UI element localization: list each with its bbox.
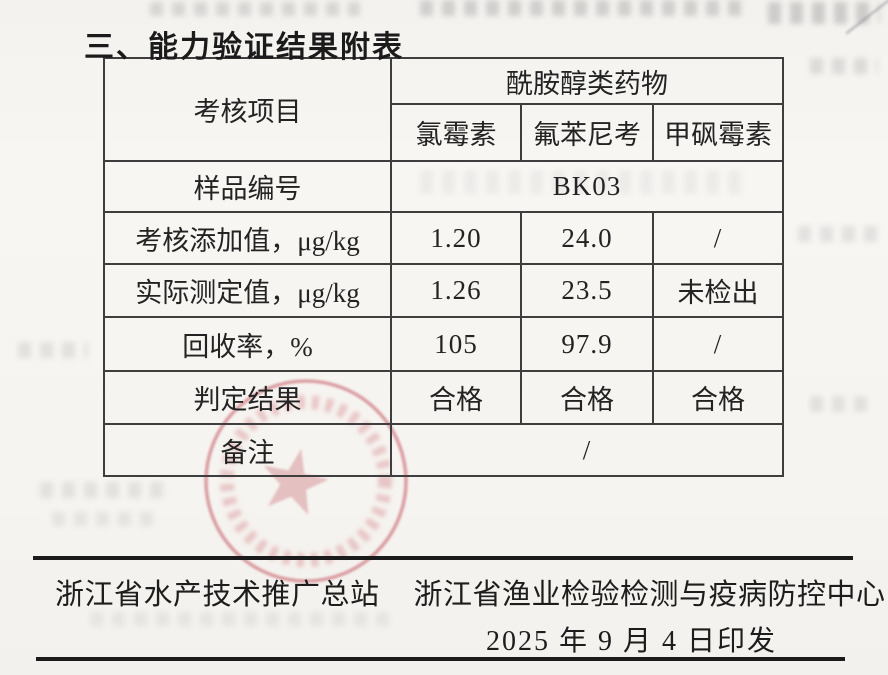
page-title: 三、能力验证结果附表 [84,31,404,64]
org-name-right: 浙江省渔业检验检测与疫病防控中心 [413,579,886,611]
bleed-through-smudge [798,226,880,242]
row-label-judgement: 判定结果 [103,370,392,425]
judgement-cell: 合格 [390,370,522,425]
drug-group-header-cell: 酰胺醇类药物 [389,57,785,105]
row-label-measured-value: 实际测定值，μg/kg [103,263,392,318]
row-label-sample-number: 样品编号 [103,160,392,213]
measured-value-cell: 23.5 [520,263,654,318]
column-header-florfenicol: 氟苯尼考 [520,103,654,162]
spiked-value-cell: / [651,211,785,265]
table-row: 考核项目 酰胺醇类药物 [103,57,785,162]
measured-value-cell: 未检出 [651,263,785,318]
corner-header-cell: 考核项目 [103,57,392,162]
row-label-recovery-rate: 回收率，% [103,316,392,372]
row-label-spiked-value: 考核添加值，μg/kg [103,211,392,265]
measured-value-cell: 1.26 [390,263,522,318]
bleed-through-smudge [810,396,876,412]
column-header-chloramphenicol: 氯霉素 [390,103,522,162]
table-row: 实际测定值，μg/kg 1.26 23.5 未检出 [103,263,785,318]
proficiency-results-table: 考核项目 酰胺醇类药物 氯霉素 氟苯尼考 甲砜霉素 样品编号 BK03 考核添加… [103,57,785,477]
recovery-rate-cell: / [651,316,785,372]
table-row: 回收率，% 105 97.9 / [103,316,785,372]
issuing-organizations: 浙江省水产技术推广总站 浙江省渔业检验检测与疫病防控中心 [55,571,885,613]
bleed-through-smudge [90,612,390,626]
table-row: 氯霉素 氟苯尼考 甲砜霉素 [104,103,785,162]
recovery-rate-cell: 97.9 [520,316,654,372]
bleed-through-smudge [150,2,360,16]
org-name-left: 浙江省水产技术推广总站 [55,579,380,611]
spiked-value-cell: 24.0 [520,211,654,265]
issue-date: 2025 年 9 月 4 日印发 [486,626,778,657]
sample-number-value: BK03 [389,160,785,213]
table-row: 样品编号 BK03 [103,160,785,213]
bleed-through-smudge [420,0,750,16]
table-row: 判定结果 合格 合格 合格 [103,370,785,425]
judgement-cell: 合格 [520,370,654,425]
bleed-through-smudge [810,58,878,74]
bleed-through-smudge [52,512,162,526]
table-row: 考核添加值，μg/kg 1.20 24.0 / [103,211,785,265]
table-row: 备注 / [103,423,785,477]
recovery-rate-cell: 105 [390,316,522,372]
judgement-cell: 合格 [651,370,785,425]
bleed-through-smudge [40,482,170,498]
spiked-value-cell: 1.20 [390,211,522,265]
scan-corner-mark [845,0,888,35]
remarks-value: / [389,423,785,477]
footer-divider-top [33,556,853,560]
bleed-through-smudge [18,342,88,358]
row-label-remarks: 备注 [103,423,392,477]
footer-divider-bottom [36,657,845,661]
column-header-thiamphenicol: 甲砜霉素 [651,103,785,162]
